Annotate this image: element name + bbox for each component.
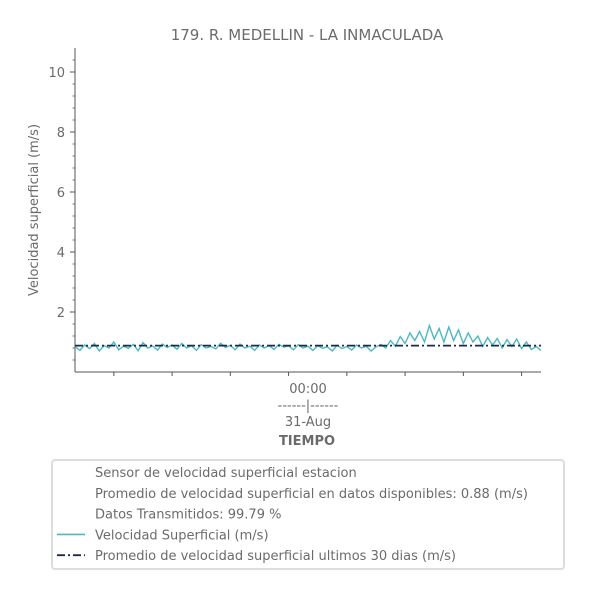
x-tick-label: 00:00 <box>289 382 326 397</box>
legend-frame <box>51 459 565 570</box>
legend: Sensor de velocidad superficial estacion… <box>51 459 565 570</box>
series-line-0 <box>74 323 542 353</box>
x-tick-label: ------|------ <box>278 399 339 414</box>
x-tick-label: 31-Aug <box>285 415 331 430</box>
legend-entry: Velocidad Superficial (m/s) <box>95 528 269 543</box>
legend-items: Sensor de velocidad superficial estacion… <box>57 466 528 564</box>
plot-area: 2 4 6 8 10 00:00 ------|------31-Aug <box>48 48 542 430</box>
y-ticks: 2 4 6 8 10 <box>48 59 75 361</box>
y-tick-label: 2 <box>57 306 65 321</box>
legend-info-line: Sensor de velocidad superficial estacion <box>95 466 357 481</box>
y-tick-label: 8 <box>57 126 65 141</box>
x-axis-label: TIEMPO <box>279 434 335 449</box>
y-tick-label: 4 <box>57 246 65 261</box>
legend-entry: Promedio de velocidad superficial ultimo… <box>95 549 456 564</box>
legend-info-line: Promedio de velocidad superficial en dat… <box>95 487 528 502</box>
series-group <box>74 323 542 353</box>
legend-info-line: Datos Transmitidos: 99.79 % <box>95 508 281 523</box>
chart-title: 179. R. MEDELLIN - LA INMACULADA <box>171 26 444 44</box>
y-axis-label: Velocidad superficial (m/s) <box>27 124 42 296</box>
y-tick-label: 10 <box>48 66 65 81</box>
y-tick-label: 6 <box>57 186 65 201</box>
x-ticks: 00:00 ------|------31-Aug <box>113 372 523 430</box>
